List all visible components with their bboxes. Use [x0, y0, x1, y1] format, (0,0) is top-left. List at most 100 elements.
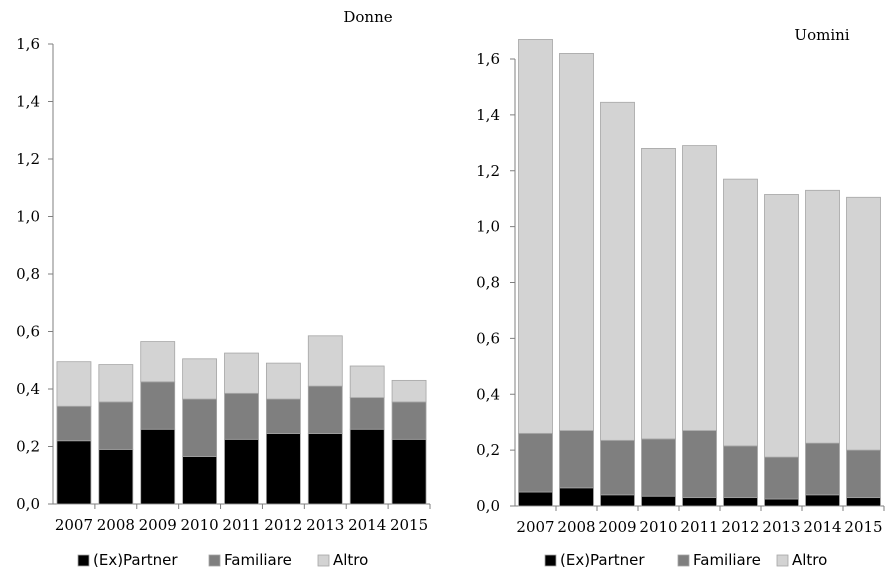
x-tick-label: 2009 — [598, 518, 636, 536]
legend-label-ex_partner: (Ex)Partner — [93, 551, 178, 569]
bar-familiare-2014 — [349, 397, 385, 430]
y-tick-label: 1,6 — [16, 35, 40, 53]
bar-familiare-2009 — [140, 381, 176, 430]
bar-altro-2012 — [723, 178, 758, 447]
bar-ex_partner-2009 — [140, 428, 176, 505]
bar-altro-2009 — [140, 341, 176, 383]
legend-swatch-familiare — [208, 554, 221, 567]
bar-altro-2009 — [600, 101, 635, 441]
bar-ex_partner-2007 — [518, 491, 553, 507]
bar-familiare-2010 — [182, 398, 218, 457]
x-tick-label: 2015 — [390, 516, 428, 534]
x-tick-label: 2008 — [97, 516, 135, 534]
chart-donne: Donne 0,0 0,2 0,4 0,6 0,8 1,0 1,2 1,4 1,6 2007 2008… — [16, 8, 431, 569]
legend-swatch-altro — [776, 554, 789, 567]
y-tick-label: 0,4 — [476, 385, 500, 403]
bar-altro-2011 — [224, 352, 259, 394]
y-tick-label: 0,8 — [476, 274, 500, 292]
y-tick-label: 0,6 — [476, 329, 500, 347]
y-tick-label: 0,8 — [16, 265, 40, 283]
y-tick-label: 1,2 — [476, 162, 500, 180]
y-tick-label: 1,0 — [476, 218, 500, 236]
x-tick-label: 2008 — [557, 518, 595, 536]
bar-ex_partner-2012 — [265, 433, 301, 505]
chart-title: Donne — [343, 8, 392, 26]
bar-altro-2010 — [641, 147, 676, 440]
chart-title: Uomini — [794, 26, 849, 44]
bar-altro-2007 — [56, 361, 92, 407]
bar-familiare-2011 — [224, 392, 259, 440]
bar-altro-2015 — [391, 379, 427, 403]
x-tick-label: 2010 — [181, 516, 219, 534]
bar-ex_partner-2015 — [391, 438, 427, 505]
bar-altro-2012 — [265, 362, 301, 400]
bar-familiare-2008 — [559, 430, 594, 489]
x-tick-label: 2014 — [803, 518, 841, 536]
legend-swatch-ex_partner — [77, 554, 90, 567]
legend-label-ex_partner: (Ex)Partner — [560, 551, 645, 569]
bar-familiare-2007 — [518, 432, 553, 493]
x-tick-label: 2012 — [264, 516, 302, 534]
bar-ex_partner-2013 — [764, 498, 799, 507]
y-tick-label: 0,0 — [476, 497, 500, 515]
bar-altro-2013 — [307, 335, 343, 387]
x-tick-label: 2010 — [639, 518, 677, 536]
bar-ex_partner-2014 — [349, 428, 385, 505]
legend-label-familiare: Familiare — [224, 551, 292, 569]
bar-ex_partner-2011 — [224, 438, 259, 505]
bar-familiare-2013 — [764, 456, 799, 500]
bar-familiare-2008 — [98, 401, 134, 450]
x-tick-label: 2007 — [516, 518, 554, 536]
y-tick-label: 0,2 — [476, 441, 500, 459]
x-tick-label: 2013 — [762, 518, 800, 536]
x-tick-label: 2015 — [844, 518, 882, 536]
legend-swatch-familiare — [677, 554, 690, 567]
legend-swatch-altro — [317, 554, 330, 567]
bar-familiare-2012 — [265, 398, 301, 434]
bar-ex_partner-2014 — [805, 494, 840, 507]
legend-label-altro: Altro — [333, 551, 368, 569]
bar-ex_partner-2015 — [846, 497, 881, 507]
bar-altro-2008 — [98, 364, 134, 403]
bar-altro-2007 — [518, 39, 553, 434]
y-tick-label: 0,0 — [16, 495, 40, 513]
bar-altro-2013 — [764, 194, 799, 458]
legend-swatch-ex_partner — [544, 554, 557, 567]
y-tick-label: 0,2 — [16, 438, 40, 456]
x-tick-label: 2014 — [348, 516, 386, 534]
bar-altro-2008 — [559, 53, 594, 431]
bar-ex_partner-2012 — [723, 497, 758, 507]
y-tick-label: 1,2 — [16, 150, 40, 168]
bar-ex_partner-2010 — [182, 456, 218, 505]
bar-familiare-2007 — [56, 405, 92, 442]
y-tick-label: 1,4 — [476, 106, 500, 124]
bar-familiare-2015 — [391, 401, 427, 440]
bar-familiare-2009 — [600, 439, 635, 496]
y-tick-label: 1,4 — [16, 93, 40, 111]
bar-altro-2011 — [682, 145, 717, 431]
bar-ex_partner-2008 — [98, 448, 134, 505]
bar-altro-2010 — [182, 358, 218, 400]
x-tick-label: 2012 — [721, 518, 759, 536]
bar-ex_partner-2009 — [600, 494, 635, 507]
bar-ex_partner-2007 — [56, 440, 92, 505]
bar-altro-2014 — [349, 365, 385, 399]
x-tick-label: 2007 — [55, 516, 93, 534]
bar-ex_partner-2013 — [307, 433, 343, 505]
y-tick-label: 1,0 — [16, 208, 40, 226]
x-tick-label: 2011 — [680, 518, 718, 536]
y-tick-label: 1,6 — [476, 50, 500, 68]
legend-label-familiare: Familiare — [693, 551, 761, 569]
x-tick-label: 2011 — [222, 516, 260, 534]
x-tick-label: 2009 — [139, 516, 177, 534]
bar-ex_partner-2010 — [641, 495, 676, 507]
x-tick-label: 2013 — [306, 516, 344, 534]
y-tick-label: 0,6 — [16, 323, 40, 341]
bar-familiare-2010 — [641, 438, 676, 497]
legend-label-altro: Altro — [792, 551, 827, 569]
bar-ex_partner-2011 — [682, 497, 717, 507]
bar-familiare-2013 — [307, 385, 343, 434]
bar-altro-2015 — [846, 196, 881, 451]
